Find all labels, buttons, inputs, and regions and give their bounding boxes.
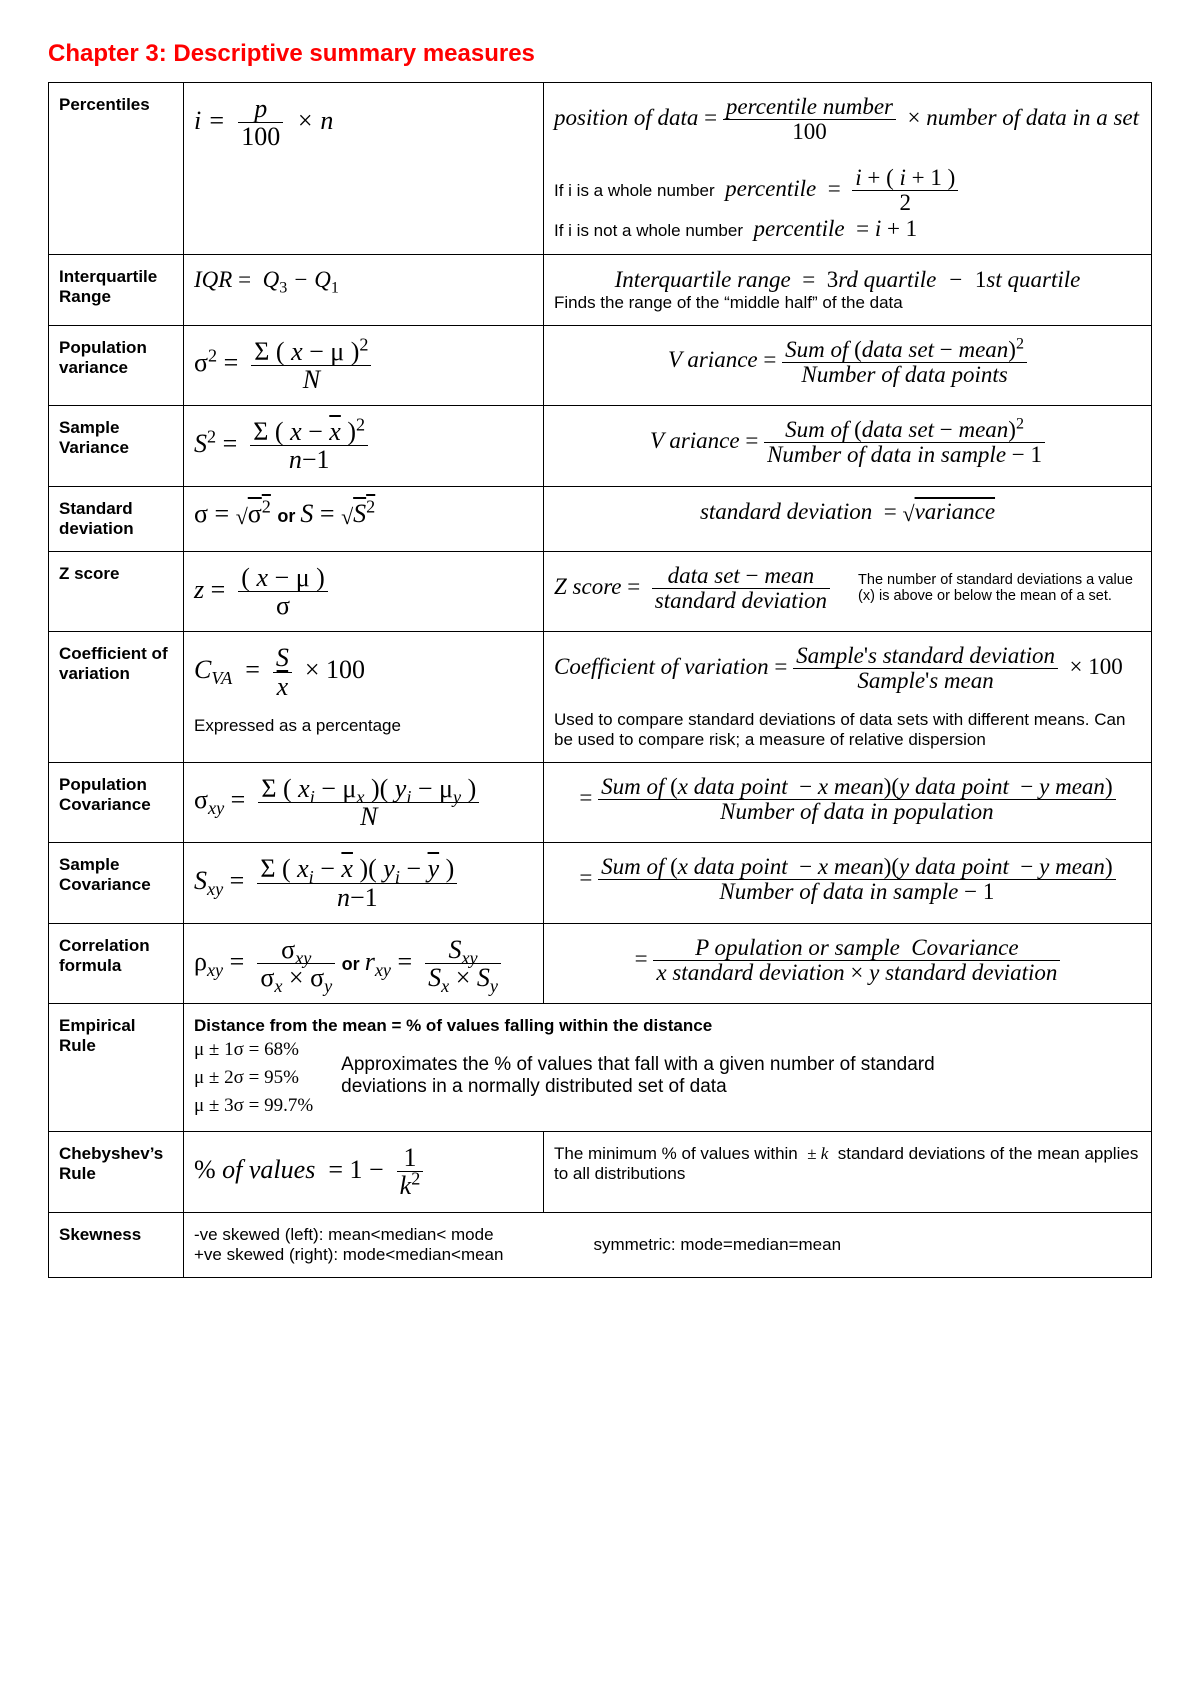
- popcov-desc: = Sum of (x data point − x mean)(y data …: [579, 785, 1115, 810]
- row-popvar: Population variance σ2 = Σ ( x − μ )2 N …: [49, 325, 1152, 406]
- row-iqr: Interquartile Range IQR = Q3 − Q1 Interq…: [49, 254, 1152, 325]
- zscore-desc-math: Z score = data set − mean standard devia…: [554, 564, 830, 613]
- row-skewness: Skewness -ve skewed (left): mean<median<…: [49, 1212, 1152, 1277]
- row-label: Percentiles: [49, 83, 184, 255]
- stddev-desc: standard deviation = √variance: [700, 499, 995, 524]
- formula-cell: σxy = Σ ( xi − μx )( yi − μy ) N: [184, 762, 544, 843]
- formula-iqr: IQR = Q3 − Q1: [194, 267, 339, 292]
- row-cva: Coefficient of variation CVA = Sx × 100 …: [49, 632, 1152, 762]
- empirical-line: μ ± 3σ = 99.7%: [194, 1092, 313, 1120]
- percentiles-notwhole: If i is not a whole number percentile = …: [554, 216, 1141, 242]
- sampvar-desc: V ariance = Sum of (data set − mean)2 Nu…: [650, 428, 1045, 453]
- formula-cell: CVA = Sx × 100 Expressed as a percentage: [184, 632, 544, 762]
- zscore-note: The number of standard deviations a valu…: [858, 572, 1141, 604]
- formula-cell: S2 = Σ ( x − x )2 n−1: [184, 406, 544, 487]
- desc-cell: standard deviation = √variance: [544, 486, 1152, 551]
- row-label: Empirical Rule: [49, 1004, 184, 1132]
- formula-percentiles: i = p100 × n: [194, 106, 333, 135]
- desc-cell: = Sum of (x data point − x mean)(y data …: [544, 762, 1152, 843]
- sampcov-desc: = Sum of (x data point − x mean)(y data …: [579, 865, 1115, 890]
- row-label: Chebyshev’s Rule: [49, 1132, 184, 1213]
- row-sampvar: Sample Variance S2 = Σ ( x − x )2 n−1 V …: [49, 406, 1152, 487]
- row-label: Sample Variance: [49, 406, 184, 487]
- chapter-title: Chapter 3: Descriptive summary measures: [48, 40, 1152, 68]
- empirical-cell: Distance from the mean = % of values fal…: [184, 1004, 1152, 1132]
- percentiles-desc1: position of data = percentile number100 …: [554, 95, 1141, 144]
- row-label: Z score: [49, 551, 184, 632]
- formula-cell: IQR = Q3 − Q1: [184, 254, 544, 325]
- row-zscore: Z score z = ( x − μ ) σ Z score = data s…: [49, 551, 1152, 632]
- row-label: Correlation formula: [49, 923, 184, 1004]
- empirical-lines: μ ± 1σ = 68% μ ± 2σ = 95% μ ± 3σ = 99.7%: [194, 1036, 313, 1119]
- skewness-sym: symmetric: mode=median=mean: [593, 1235, 841, 1255]
- percentiles-wholenum: If i is a whole number percentile = i + …: [554, 166, 1141, 215]
- formula-stddev: σ = √σ2 or S = √S2: [194, 499, 375, 528]
- formula-popvar: σ2 = Σ ( x − μ )2 N: [194, 348, 371, 377]
- formula-cell: i = p100 × n: [184, 83, 544, 255]
- skewness-pos: +ve skewed (right): mode<median<mean: [194, 1245, 503, 1265]
- row-popcov: Population Covariance σxy = Σ ( xi − μx …: [49, 762, 1152, 843]
- iqr-desc-text: Finds the range of the “middle half” of …: [554, 293, 1141, 313]
- formula-chebyshev: % of values = 1 − 1k2: [194, 1155, 423, 1184]
- cva-desc-text: Used to compare standard deviations of d…: [554, 710, 1141, 750]
- cva-desc-math: Coefficient of variation = Sample's stan…: [554, 644, 1141, 693]
- formula-corr: ρxy = σxy σx × σy or rxy = Sxy Sx × Sy: [194, 947, 501, 976]
- formula-cell: % of values = 1 − 1k2: [184, 1132, 544, 1213]
- formula-sampcov: Sxy = Σ ( xi − x )( yi − y ) n−1: [194, 866, 457, 895]
- row-label: Population Covariance: [49, 762, 184, 843]
- row-sampcov: Sample Covariance Sxy = Σ ( xi − x )( yi…: [49, 843, 1152, 924]
- formula-cell: σ = √σ2 or S = √S2: [184, 486, 544, 551]
- iqr-desc-math: Interquartile range = 3rd quartile − 1st…: [554, 267, 1141, 293]
- empirical-line: μ ± 2σ = 95%: [194, 1064, 313, 1092]
- desc-cell: V ariance = Sum of (data set − mean)2 Nu…: [544, 406, 1152, 487]
- row-label: Coefficient of variation: [49, 632, 184, 762]
- row-stddev: Standard deviation σ = √σ2 or S = √S2 st…: [49, 486, 1152, 551]
- cva-formula-note: Expressed as a percentage: [194, 716, 533, 736]
- desc-cell: = P opulation or sample Covariance x sta…: [544, 923, 1152, 1004]
- desc-cell: The minimum % of values within ± k stand…: [544, 1132, 1152, 1213]
- skewness-asym: -ve skewed (left): mean<median< mode +ve…: [194, 1225, 503, 1265]
- desc-cell: V ariance = Sum of (data set − mean)2 Nu…: [544, 325, 1152, 406]
- formula-cell: Sxy = Σ ( xi − x )( yi − y ) n−1: [184, 843, 544, 924]
- row-empirical: Empirical Rule Distance from the mean = …: [49, 1004, 1152, 1132]
- skewness-cell: -ve skewed (left): mean<median< mode +ve…: [184, 1212, 1152, 1277]
- popvar-desc: V ariance = Sum of (data set − mean)2 Nu…: [668, 347, 1027, 372]
- formula-zscore: z = ( x − μ ) σ: [194, 575, 328, 604]
- percentiles-desc2a-text: If i is a whole number: [554, 181, 715, 200]
- row-label: Population variance: [49, 325, 184, 406]
- empirical-line: μ ± 1σ = 68%: [194, 1036, 313, 1064]
- desc-cell: Coefficient of variation = Sample's stan…: [544, 632, 1152, 762]
- row-label: Interquartile Range: [49, 254, 184, 325]
- row-correlation: Correlation formula ρxy = σxy σx × σy or…: [49, 923, 1152, 1004]
- formula-sampvar: S2 = Σ ( x − x )2 n−1: [194, 429, 368, 458]
- percentiles-desc2b-text: If i is not a whole number: [554, 221, 743, 240]
- row-label: Sample Covariance: [49, 843, 184, 924]
- row-label: Standard deviation: [49, 486, 184, 551]
- desc-cell: Interquartile range = 3rd quartile − 1st…: [544, 254, 1152, 325]
- desc-cell: = Sum of (x data point − x mean)(y data …: [544, 843, 1152, 924]
- skewness-neg: -ve skewed (left): mean<median< mode: [194, 1225, 503, 1245]
- empirical-header: Distance from the mean = % of values fal…: [194, 1016, 712, 1035]
- formula-cell: z = ( x − μ ) σ: [184, 551, 544, 632]
- row-label: Skewness: [49, 1212, 184, 1277]
- formula-table: Percentiles i = p100 × n position of dat…: [48, 82, 1152, 1278]
- row-percentiles: Percentiles i = p100 × n position of dat…: [49, 83, 1152, 255]
- formula-cva: CVA = Sx × 100: [194, 655, 365, 684]
- empirical-desc: Approximates the % of values that fall w…: [341, 1036, 961, 1098]
- formula-cell: σ2 = Σ ( x − μ )2 N: [184, 325, 544, 406]
- formula-cell: ρxy = σxy σx × σy or rxy = Sxy Sx × Sy: [184, 923, 544, 1004]
- formula-popcov: σxy = Σ ( xi − μx )( yi − μy ) N: [194, 785, 479, 814]
- row-chebyshev: Chebyshev’s Rule % of values = 1 − 1k2 T…: [49, 1132, 1152, 1213]
- corr-desc: = P opulation or sample Covariance x sta…: [635, 946, 1061, 971]
- desc-cell: position of data = percentile number100 …: [544, 83, 1152, 255]
- chebyshev-desc: The minimum % of values within ± k stand…: [554, 1144, 1138, 1183]
- desc-cell: Z score = data set − mean standard devia…: [544, 551, 1152, 632]
